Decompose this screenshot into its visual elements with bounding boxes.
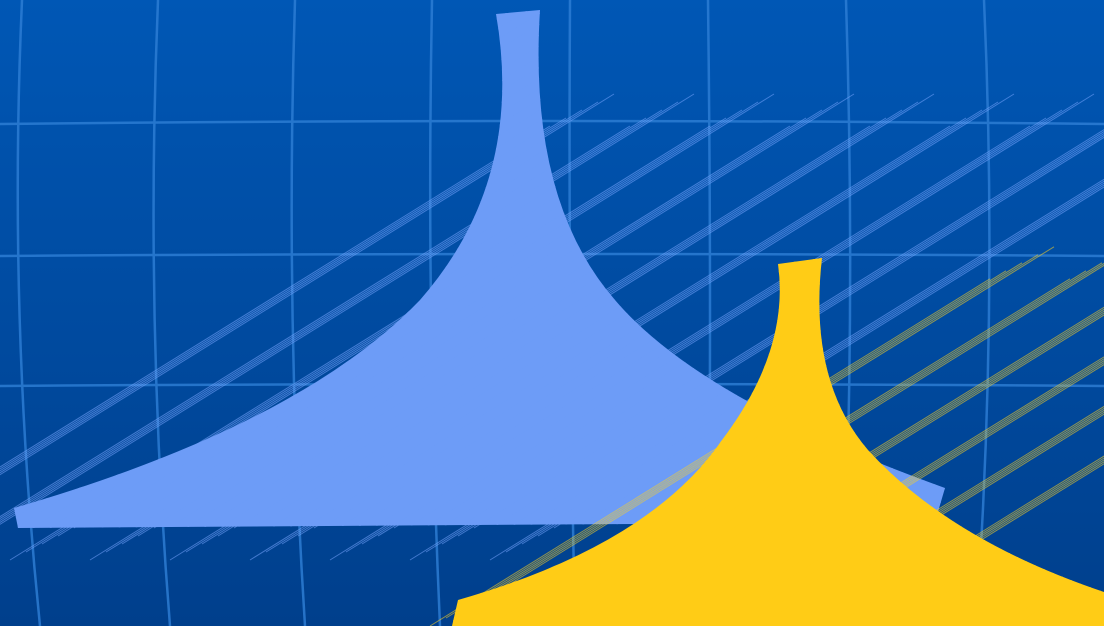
streak (667, 258, 1104, 626)
grid-line (0, 119, 1104, 126)
streak (637, 258, 1104, 626)
streak (452, 258, 1104, 626)
faint-streak (893, 463, 1104, 595)
faint-streak (0, 93, 695, 525)
streak (440, 10, 945, 528)
streak (406, 10, 945, 528)
streak (652, 258, 1104, 626)
streak (547, 258, 1104, 626)
faint-streak (429, 278, 991, 626)
streak (517, 258, 1104, 626)
streak (562, 258, 1104, 626)
streak (423, 10, 945, 528)
faint-streak (0, 109, 583, 472)
faint-streak (0, 125, 551, 468)
grid-line (16, 0, 42, 626)
streak (577, 258, 1104, 626)
streak (355, 10, 945, 528)
grid-line (290, 0, 307, 626)
streak (712, 258, 1104, 626)
streak (389, 10, 945, 528)
streak (727, 258, 1104, 626)
streak (607, 258, 1104, 626)
faint-streak (0, 101, 679, 523)
grid-line (152, 0, 172, 626)
streak (697, 258, 1104, 626)
streak (532, 258, 1104, 626)
faint-streak (0, 117, 567, 470)
streak (14, 10, 945, 528)
streak (372, 10, 945, 528)
faint-streak (0, 101, 599, 474)
streak (592, 258, 1104, 626)
streak (622, 258, 1104, 626)
streak (502, 258, 1104, 626)
streak (682, 258, 1104, 626)
